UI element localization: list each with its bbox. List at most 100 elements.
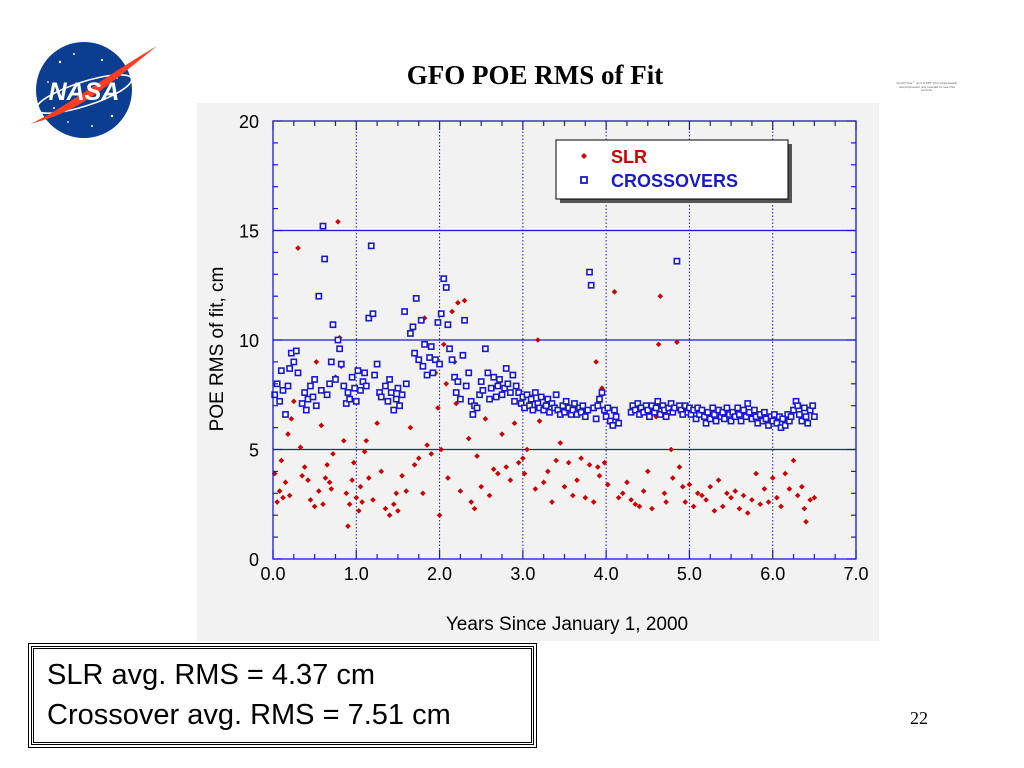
slr-point xyxy=(682,499,689,505)
slr-point xyxy=(507,477,514,483)
slr-point xyxy=(574,477,580,483)
slr-point xyxy=(474,453,480,459)
y-axis-label: POE RMS of fit, cm xyxy=(207,267,228,432)
crossover-point xyxy=(351,384,359,392)
chart-axes xyxy=(272,120,857,560)
slr-point xyxy=(436,512,443,518)
crossover-point xyxy=(365,314,373,322)
x-tick-label: 2.0 xyxy=(427,564,452,584)
slr-point xyxy=(807,497,813,503)
slr-point xyxy=(778,503,784,510)
slr-point xyxy=(774,494,780,501)
slr-point xyxy=(328,486,335,492)
crossover-point xyxy=(329,321,337,329)
crossover-point xyxy=(498,391,506,399)
crossover-point xyxy=(312,402,320,410)
slr-point xyxy=(620,490,626,497)
crossover-point xyxy=(362,382,370,390)
crossover-point xyxy=(486,395,493,403)
legend-slr-marker xyxy=(581,153,587,159)
quicktime-placeholder-note: QuickTime™ and a TIFF (Uncompressed) dec… xyxy=(896,81,958,93)
slide-number: 22 xyxy=(910,708,928,728)
crossover-point xyxy=(432,356,439,364)
slr-point xyxy=(521,470,528,477)
crossover-point xyxy=(704,408,712,416)
crossover-point xyxy=(456,395,464,403)
slr-point xyxy=(449,308,455,315)
legend-crossovers-marker xyxy=(580,176,588,184)
slr-point xyxy=(297,444,304,451)
slr-point xyxy=(628,497,634,503)
crossover-point xyxy=(332,376,339,383)
x-tick-label: 5.0 xyxy=(677,564,702,584)
slr-point xyxy=(674,339,680,345)
crossover-point xyxy=(596,395,603,403)
crossover-point xyxy=(337,360,345,368)
slr-point xyxy=(669,475,676,481)
slr-point xyxy=(330,451,336,457)
crossover-point xyxy=(436,360,443,368)
crossover-point xyxy=(319,222,327,230)
crossover-point xyxy=(494,382,502,390)
slr-point xyxy=(326,479,333,486)
crossover-point xyxy=(702,419,710,427)
crossover-point xyxy=(377,393,385,401)
crossover-point xyxy=(795,411,803,418)
slr-point xyxy=(465,435,472,442)
crossover-point xyxy=(361,369,369,377)
crossover-point xyxy=(292,347,300,355)
slr-point xyxy=(445,475,451,481)
crossover-point xyxy=(354,367,362,375)
crossover-point xyxy=(481,345,489,353)
slr-point xyxy=(801,505,808,512)
slr-point xyxy=(438,446,445,453)
crossover-point xyxy=(594,402,602,410)
crossover-point xyxy=(479,386,487,394)
slr-point xyxy=(390,501,397,508)
slr-point xyxy=(736,505,743,512)
slr-point xyxy=(728,494,734,501)
crossover-point xyxy=(552,391,560,399)
crossover-point xyxy=(515,389,523,396)
crossover-point xyxy=(323,391,331,399)
crossover-point xyxy=(529,406,537,414)
crossover-point xyxy=(698,406,706,414)
crossover-point xyxy=(506,389,514,396)
crossover-point xyxy=(598,389,606,396)
crossover-point xyxy=(429,369,437,377)
x-tick-label: 0.0 xyxy=(260,564,285,584)
slide-title: GFO POE RMS of Fit xyxy=(406,60,664,90)
slr-point xyxy=(363,437,370,444)
slr-point xyxy=(749,497,755,503)
crossover-point xyxy=(390,406,398,414)
slr-point xyxy=(636,503,643,510)
slr-point xyxy=(286,492,293,499)
slr-point xyxy=(557,440,564,446)
slr-point xyxy=(761,486,768,492)
crossover-point xyxy=(461,316,468,324)
slr-point xyxy=(524,446,530,453)
slr-point xyxy=(657,293,664,299)
crossover-point xyxy=(711,411,718,418)
crossover-point xyxy=(502,365,510,372)
crossover-point xyxy=(492,393,500,401)
slr-point xyxy=(393,490,400,497)
slr-point xyxy=(320,501,326,508)
legend-crossovers-label: CROSSOVERS xyxy=(611,171,738,191)
crossover-point xyxy=(537,393,545,401)
slr-point xyxy=(690,503,697,510)
legend-slr-label: SLR xyxy=(611,147,647,167)
slr-point xyxy=(549,499,555,505)
slr-point xyxy=(461,297,468,304)
slr-point xyxy=(803,518,809,525)
crossover-point xyxy=(512,382,520,390)
slr-point xyxy=(724,490,730,497)
crossover-point xyxy=(781,422,789,429)
crossover-avg-rms: Crossover avg. RMS = 7.51 cm xyxy=(47,699,451,731)
slr-point xyxy=(711,508,718,514)
crossover-point xyxy=(434,319,442,326)
slr-point xyxy=(395,508,401,514)
slr-point xyxy=(295,245,301,251)
scatter-chart: 0.0 1.0 2.0 3.0 4.0 5.0 6.0 7.0 0 5 10 15 20 Years S… xyxy=(207,112,869,635)
crossover-point xyxy=(569,406,577,414)
